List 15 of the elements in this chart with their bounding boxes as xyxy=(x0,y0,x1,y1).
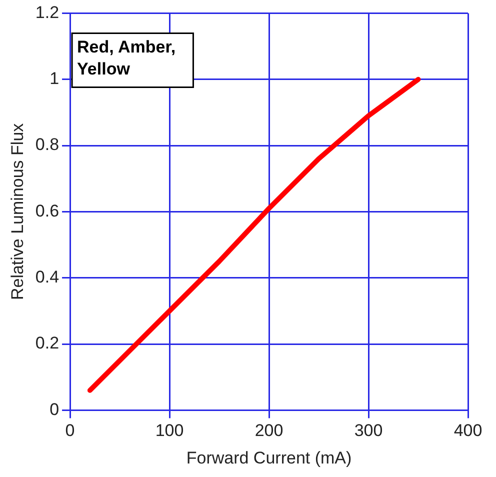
y-tick-label: 0 xyxy=(50,400,60,419)
x-tick-label: 0 xyxy=(65,421,75,440)
y-tick-label: 0.8 xyxy=(35,135,60,154)
y-tick-label: 0.4 xyxy=(35,268,60,287)
y-axis-title: Relative Luminous Flux xyxy=(8,122,27,300)
x-axis-title: Forward Current (mA) xyxy=(186,448,352,468)
x-tick-label: 300 xyxy=(354,421,383,440)
x-tick-label: 200 xyxy=(254,421,284,440)
annotation: Red, Amber, Yellow xyxy=(77,37,176,78)
x-tick-label: 400 xyxy=(454,421,482,440)
y-tick-label: 1 xyxy=(50,69,60,88)
y-tick-label: 1.2 xyxy=(35,2,60,22)
y-tick-label: 0.6 xyxy=(35,201,60,220)
y-tick-label: 0.2 xyxy=(35,334,60,353)
x-tick-label: 100 xyxy=(155,421,184,440)
